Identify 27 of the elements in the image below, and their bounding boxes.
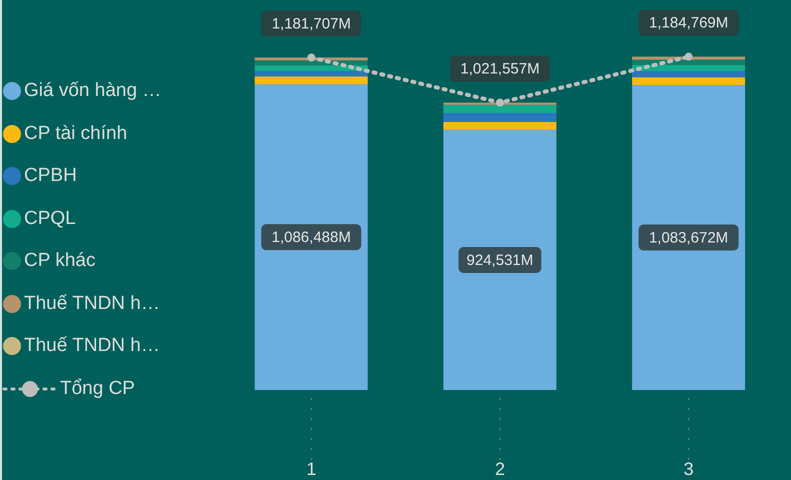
data-label: 1,181,707M	[272, 16, 351, 33]
legend-label: CP tài chính	[24, 122, 128, 145]
bar	[632, 71, 746, 78]
bar	[254, 76, 368, 84]
legend-label: Thuế TNDN h…	[24, 292, 160, 315]
bar	[254, 71, 368, 76]
legend-label: CPQL	[24, 208, 76, 230]
x-tick-label: 2	[494, 458, 506, 479]
legend-label: Giá vốn hàng …	[24, 80, 162, 102]
data-label: 1,184,769M	[649, 14, 728, 32]
bar	[443, 122, 556, 130]
data-label: 1,083,672M	[648, 230, 728, 247]
bar	[632, 85, 746, 390]
legend-label: Thuế TNDN h…	[24, 335, 160, 358]
legend-label: Tổng CP	[60, 378, 135, 400]
bar	[443, 104, 556, 114]
x-tick-label: 3	[684, 458, 694, 479]
x-tick-label: 1	[306, 458, 316, 479]
bar	[254, 84, 368, 390]
bar	[443, 113, 556, 122]
bar	[443, 130, 556, 390]
legend-label: CP khác	[24, 250, 96, 272]
legend-label: CPBH	[24, 165, 77, 188]
data-label: 1,086,488M	[272, 229, 351, 246]
data-label: 924,531M	[466, 252, 534, 269]
bar	[632, 77, 746, 86]
data-label: 1,021,557M	[460, 60, 540, 78]
